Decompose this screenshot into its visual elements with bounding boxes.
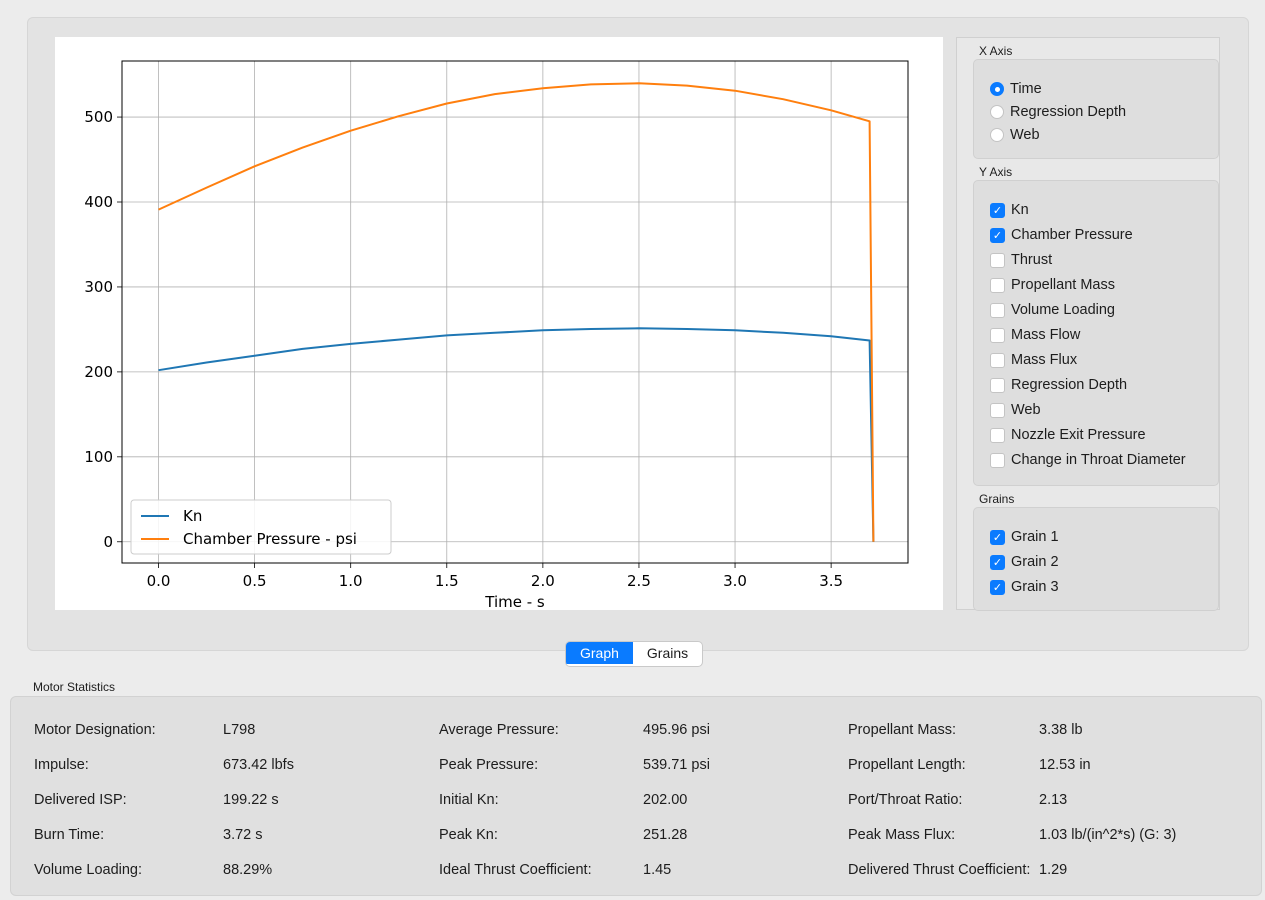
x-axis-group: Time Regression Depth Web [973,59,1219,159]
x-tick-label: 1.5 [435,572,459,590]
x-tick-label: 1.0 [339,572,363,590]
y-tick-label: 500 [84,108,113,126]
stat-value-delivered-thrust-coefficient: 1.29 [1039,862,1068,878]
stat-label-initial-kn: Initial Kn: [439,792,499,808]
stat-value-propellant-mass: 3.38 lb [1039,722,1083,738]
checkbox-icon [990,427,1005,443]
stat-value-ideal-thrust-coefficient: 1.45 [643,862,672,878]
checkbox-icon: ✓ [990,202,1005,218]
checkbox-icon [990,277,1005,293]
stat-label-burn-time: Burn Time: [34,827,105,843]
stat-value-motor-designation: L798 [223,722,256,738]
stat-label-motor-designation: Motor Designation: [34,722,156,738]
stat-value-peak-kn: 251.28 [643,827,688,843]
x-tick-label: 2.0 [531,572,555,590]
tab-graph[interactable]: Graph [566,642,633,664]
legend-entry: Chamber Pressure - psi [183,530,357,548]
x-axis-group-title: X Axis [979,44,1013,58]
stat-value-volume-loading: 88.29% [223,862,273,878]
y-axis-group: ✓ Kn ✓ Chamber Pressure Thrust Propellant … [973,180,1219,486]
stat-label-peak-kn: Peak Kn: [439,827,498,843]
y-axis-option-thrust[interactable]: Thrust [990,249,1052,271]
stat-value-peak-mass-flux: 1.03 lb/(in^2*s) (G: 3) [1039,827,1177,843]
stat-value-burn-time: 3.72 s [223,827,263,843]
stat-value-port-throat-ratio: 2.13 [1039,792,1068,808]
grain-3-checkbox[interactable]: ✓ Grain 3 [990,576,1059,598]
stat-label-port-throat-ratio: Port/Throat Ratio: [848,792,963,808]
x-axis-label: Time - s [484,593,545,610]
checkbox-icon [990,377,1005,393]
y-tick-label: 200 [84,363,113,381]
checkbox-icon [990,327,1005,343]
stat-label-peak-mass-flux: Peak Mass Flux: [848,827,956,843]
y-axis-option-web[interactable]: Web [990,399,1041,421]
stat-label-propellant-mass: Propellant Mass: [848,722,956,738]
checkbox-icon: ✓ [990,579,1005,595]
series-line-chamber-pressure-psi [158,82,875,542]
stat-label-delivered-thrust-coefficient: Delivered Thrust Coefficient: [848,862,1031,878]
y-tick-label: 400 [84,193,113,211]
stat-label-average-pressure: Average Pressure: [439,722,559,738]
chart: 0.0 0.5 1.0 1.5 2.0 2.5 3.0 3.5 0 100 200 300 400 500… [84,60,909,610]
stat-value-initial-kn: 202.00 [643,792,688,808]
y-tick-label: 0 [103,533,113,551]
checkbox-icon [990,302,1005,318]
plot-canvas: 0.0 0.5 1.0 1.5 2.0 2.5 3.0 3.5 0 100 200 300 400 500… [55,37,943,610]
y-axis-option-nozzle-exit-pressure[interactable]: Nozzle Exit Pressure [990,424,1146,446]
checkbox-icon: ✓ [990,554,1005,570]
stat-value-propellant-length: 12.53 in [1039,757,1091,773]
legend-box [130,499,392,555]
series-line-kn [158,327,875,542]
stat-value-impulse: 673.42 lbfs [223,757,294,773]
checkbox-icon: ✓ [990,529,1005,545]
y-tick-label: 100 [84,448,113,466]
grain-2-checkbox[interactable]: ✓ Grain 2 [990,551,1059,573]
grain-1-checkbox[interactable]: ✓ Grain 1 [990,526,1059,548]
motor-statistics-panel: Motor Designation: L798 Average Pressure: 4… [10,696,1262,896]
radio-icon [990,128,1004,142]
y-tick-label: 300 [84,278,113,296]
checkbox-icon [990,352,1005,368]
view-tabs: Graph Grains [565,641,704,667]
checkbox-icon [990,252,1005,268]
x-axis-option-time[interactable]: Time [990,78,1042,100]
checkbox-icon: ✓ [990,227,1005,243]
plot-frame [121,60,909,564]
stat-value-peak-pressure: 539.71 psi [643,757,710,773]
stat-label-peak-pressure: Peak Pressure: [439,757,539,773]
x-tick-label: 0.5 [243,572,267,590]
stat-label-propellant-length: Propellant Length: [848,757,966,773]
stat-label-volume-loading: Volume Loading: [34,862,143,878]
stat-value-average-pressure: 495.96 psi [643,722,710,738]
radio-icon [990,82,1004,96]
stat-label-delivered-isp: Delivered ISP: [34,792,127,808]
stat-value-delivered-isp: 199.22 s [223,792,279,808]
y-axis-option-kn[interactable]: ✓ Kn [990,199,1029,221]
x-tick-label: 3.5 [819,572,843,590]
y-axis-option-volume-loading[interactable]: Volume Loading [990,299,1115,321]
y-axis-option-chamber-pressure[interactable]: ✓ Chamber Pressure [990,224,1133,246]
y-axis-option-propellant-mass[interactable]: Propellant Mass [990,274,1115,296]
x-tick-label: 0.0 [147,572,171,590]
checkbox-icon [990,402,1005,418]
y-axis-option-change-in-throat-diameter[interactable]: Change in Throat Diameter [990,449,1186,471]
grains-group: ✓ Grain 1 ✓ Grain 2 ✓ Grain 3 [973,507,1219,611]
stat-label-impulse: Impulse: [34,757,89,773]
tab-grains[interactable]: Grains [646,645,689,661]
x-tick-label: 3.0 [723,572,747,590]
grains-group-title: Grains [979,492,1015,506]
y-axis-option-regression-depth[interactable]: Regression Depth [990,374,1127,396]
y-axis-group-title: Y Axis [979,165,1013,179]
radio-icon [990,105,1004,119]
x-axis-option-regression-depth[interactable]: Regression Depth [990,101,1126,123]
checkbox-icon [990,452,1005,468]
x-axis-option-web[interactable]: Web [990,124,1040,146]
stat-label-ideal-thrust-coefficient: Ideal Thrust Coefficient: [439,862,592,878]
y-axis-option-mass-flow[interactable]: Mass Flow [990,324,1080,346]
x-tick-label: 2.5 [627,572,651,590]
motor-statistics-title: Motor Statistics [33,680,116,694]
y-axis-option-mass-flux[interactable]: Mass Flux [990,349,1077,371]
legend-entry: Kn [183,507,202,525]
axis-options-panel: X Axis Time Regression Depth Web Y Axis … [956,37,1220,611]
